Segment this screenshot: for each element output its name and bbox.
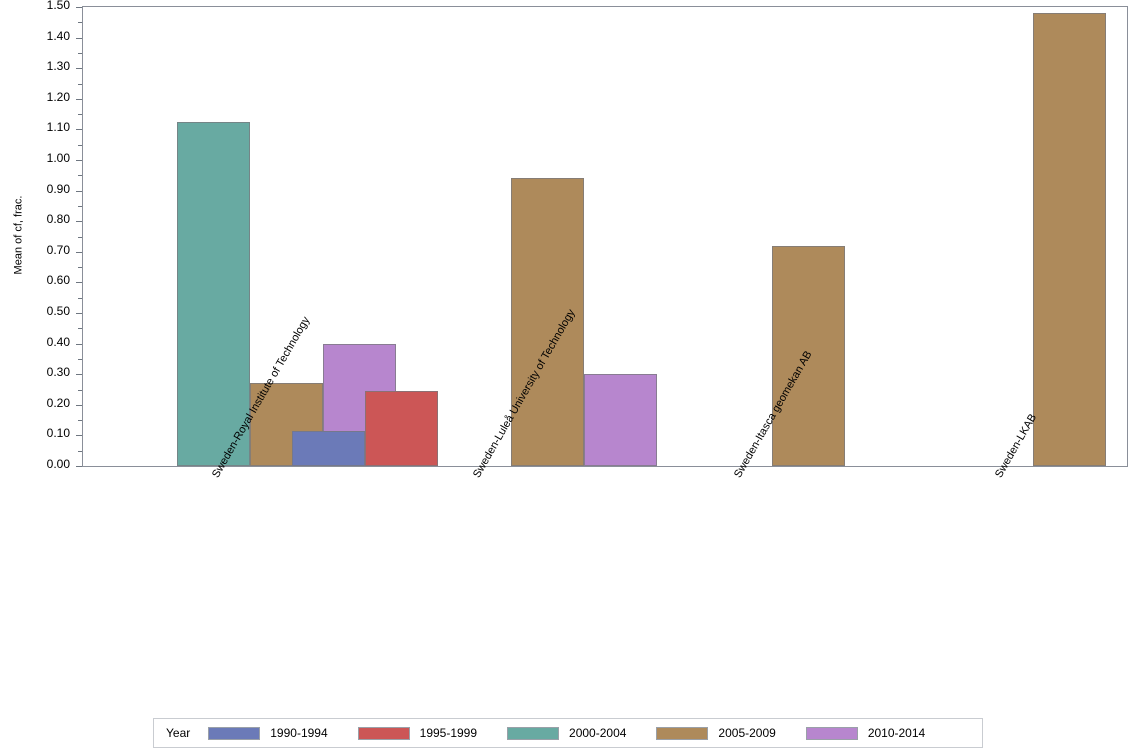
bar[interactable] — [250, 383, 323, 466]
legend-label: 1990-1994 — [270, 726, 328, 740]
y-axis-label-text: Mean of cf, frac. — [12, 195, 24, 275]
y-axis-tick-mark — [76, 404, 82, 406]
y-axis-tick-mark — [76, 435, 82, 437]
y-axis-tick-mark — [76, 129, 82, 131]
legend-swatch — [805, 726, 858, 740]
bar[interactable] — [365, 391, 438, 466]
y-axis-minor-tick-mark — [78, 267, 82, 269]
y-axis-minor-tick-mark — [78, 420, 82, 422]
y-axis-minor-tick-mark — [78, 205, 82, 207]
y-axis-tick-label: 0.40 — [46, 334, 70, 349]
bar[interactable] — [177, 121, 250, 466]
y-axis-tick-mark — [76, 282, 82, 284]
y-axis-minor-tick-mark — [78, 22, 82, 24]
y-axis-tick-label: 1.50 — [46, 0, 70, 12]
y-axis-minor-tick-mark — [78, 450, 82, 452]
y-axis-minor-tick-mark — [78, 328, 82, 330]
y-axis-tick-mark — [76, 251, 82, 253]
y-axis-tick-label: 0.00 — [46, 457, 70, 471]
y-axis-minor-tick-mark — [78, 144, 82, 146]
legend-item[interactable]: 1990-1994 — [208, 726, 328, 740]
y-axis-tick-mark — [76, 221, 82, 223]
y-axis-minor-tick-mark — [78, 297, 82, 299]
y-axis-tick-label: 1.10 — [46, 120, 70, 135]
legend-swatch — [507, 726, 560, 740]
y-axis-tick-mark — [76, 343, 82, 345]
y-axis-tick-mark — [76, 190, 82, 192]
bars-layer — [83, 7, 1127, 466]
y-axis-minor-tick-mark — [78, 114, 82, 116]
y-axis-minor-tick-mark — [78, 175, 82, 177]
legend-item[interactable]: 2000-2004 — [507, 726, 626, 740]
y-axis-label: Mean of cf, frac. — [8, 0, 28, 470]
y-axis-tick-label: 0.90 — [46, 181, 70, 196]
y-axis-tick-label: 0.10 — [46, 426, 70, 441]
bar[interactable] — [772, 245, 845, 466]
y-axis-tick-label: 1.30 — [46, 59, 70, 74]
y-axis-tick-mark — [76, 37, 82, 39]
y-axis-tick-label: 1.40 — [46, 28, 70, 43]
legend-label: 2010-2014 — [867, 726, 926, 740]
y-axis-tick-mark — [76, 313, 82, 314]
y-axis-tick-label: 0.80 — [46, 212, 70, 227]
bar[interactable] — [511, 178, 584, 466]
y-axis-minor-tick-mark — [78, 389, 82, 391]
legend: Year 1990-1994 1995-1999 2000-2004 2005-200… — [153, 718, 983, 748]
legend-swatch — [208, 726, 261, 740]
y-axis-tick-mark — [76, 7, 82, 8]
y-axis-tick-label: 1.20 — [46, 89, 70, 104]
y-axis-tick-mark — [76, 98, 82, 100]
legend-item[interactable]: 2010-2014 — [805, 726, 926, 740]
y-axis-tick-mark — [76, 374, 82, 376]
legend-title: Year — [166, 726, 191, 740]
legend-label: 2000-2004 — [569, 726, 627, 740]
legend-item[interactable]: 1995-1999 — [357, 726, 478, 740]
y-axis-minor-tick-mark — [78, 358, 82, 360]
bar[interactable] — [1033, 13, 1106, 466]
y-axis-minor-tick-mark — [78, 52, 82, 54]
y-axis-tick-label: 0.70 — [46, 242, 70, 257]
y-axis-tick-label: 0.60 — [46, 273, 70, 288]
y-axis-tick-label: 0.20 — [46, 395, 70, 410]
legend-swatch — [656, 726, 709, 740]
legend-item[interactable]: 2005-2009 — [656, 726, 776, 740]
legend-label: 1995-1999 — [419, 726, 478, 740]
y-axis-tick-label: 0.30 — [46, 365, 70, 380]
y-axis-tick-label: 1.00 — [46, 151, 70, 165]
y-axis-tick-mark — [76, 160, 82, 161]
y-axis-tick-label: 0.50 — [46, 304, 70, 318]
legend-items: 1990-1994 1995-1999 2000-2004 2005-2009 2010… — [208, 726, 955, 740]
y-axis-minor-tick-mark — [78, 236, 82, 238]
bar[interactable] — [584, 374, 657, 466]
legend-swatch — [357, 726, 410, 740]
y-axis-tick-mark — [76, 466, 82, 467]
y-axis-tick-mark — [76, 68, 82, 70]
bar[interactable] — [292, 430, 365, 466]
y-axis-minor-tick-mark — [78, 83, 82, 85]
legend-label: 2005-2009 — [718, 726, 776, 740]
